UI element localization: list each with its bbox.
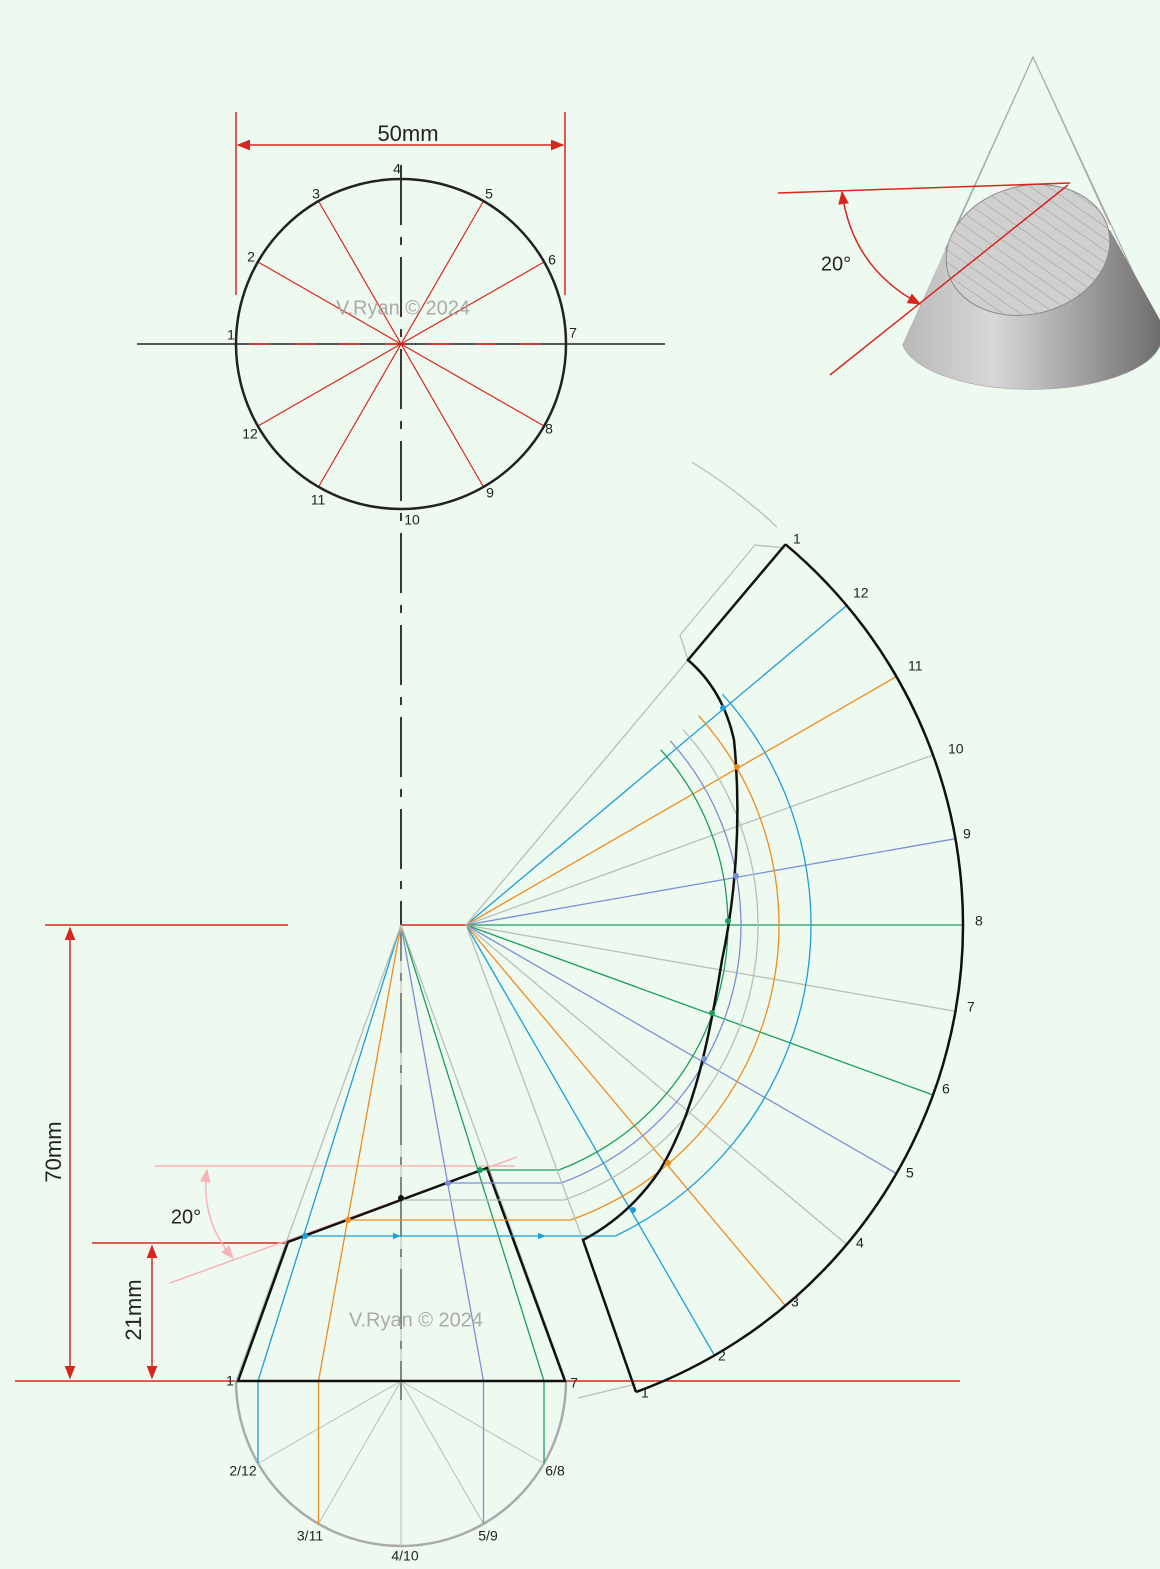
development-label: 1	[793, 531, 801, 547]
intersection-dot	[345, 1217, 351, 1223]
development-label: 7	[967, 999, 975, 1015]
development-label: 12	[853, 585, 869, 601]
projection-arc	[305, 694, 811, 1236]
watermark: V.Ryan © 2024	[349, 1309, 483, 1331]
angle-label: 20°	[821, 253, 851, 275]
point-label: 2	[247, 249, 255, 265]
radial-line	[466, 925, 955, 1011]
construction-arc	[692, 462, 777, 527]
projection-arc	[448, 741, 741, 1183]
development-label: 9	[963, 826, 971, 842]
point-label: 5	[485, 186, 493, 202]
pictorial-cone	[778, 57, 1160, 389]
intersection-dot	[709, 1010, 715, 1016]
height-label: 70mm	[41, 1121, 66, 1182]
construction	[236, 462, 963, 1546]
development-label: 11	[908, 658, 923, 674]
radial-line	[466, 925, 896, 1174]
cut-height-label: 21mm	[121, 1279, 146, 1340]
radial-line	[466, 839, 955, 925]
watermark: V.Ryan © 2024	[336, 297, 470, 319]
point-label: 12	[242, 426, 258, 442]
intersection-dot	[725, 918, 731, 924]
projection-arc	[480, 750, 728, 1170]
construction-line	[466, 925, 583, 1240]
dimension-label: 50mm	[377, 121, 438, 146]
radial-line	[466, 925, 715, 1355]
point-label: 11	[311, 492, 326, 508]
radial-line	[466, 925, 847, 1244]
intersection-dot	[445, 1180, 451, 1186]
development-label: 10	[948, 741, 964, 757]
intersection-dot	[630, 1207, 636, 1213]
base-label: 7	[570, 1375, 578, 1391]
radial-line	[466, 677, 896, 926]
construction-line	[258, 1381, 401, 1464]
construction-arc	[578, 1384, 636, 1398]
point-label: 6	[548, 252, 556, 268]
intersection-dot	[302, 1233, 308, 1239]
radial-line	[466, 606, 847, 925]
point-label: 7	[569, 325, 577, 341]
point-label: 4	[393, 161, 401, 177]
development-label: 5	[906, 1165, 914, 1181]
development-label: 1	[641, 1385, 649, 1401]
dimensions	[15, 925, 960, 1381]
angle-label: 20°	[171, 1206, 201, 1228]
construction-line	[319, 1381, 402, 1524]
base-label: 5/9	[478, 1528, 498, 1544]
development-label: 6	[942, 1081, 950, 1097]
base-label: 1	[226, 1373, 234, 1389]
intersection-dot	[665, 1160, 671, 1166]
point-label: 8	[545, 421, 553, 437]
base-label: 2/12	[229, 1463, 256, 1479]
construction-line	[401, 1381, 544, 1464]
development-label: 4	[856, 1235, 864, 1251]
development-label: 8	[975, 913, 983, 929]
intersection-dot	[720, 705, 726, 711]
drawing: 50mm V.Ryan © 2024 1 2 3 4 5 6 7 8 9 10 …	[0, 0, 1160, 1569]
intersection-dot	[477, 1167, 483, 1173]
intersection-dot	[398, 1195, 404, 1201]
base-label: 3/11	[297, 1528, 323, 1544]
point-label: 9	[486, 485, 494, 501]
point-label: 1	[227, 327, 235, 343]
point-label: 10	[404, 512, 420, 528]
projection-arc	[348, 716, 779, 1220]
intersection-dot	[701, 1056, 707, 1062]
development-label: 3	[791, 1294, 799, 1310]
intersection-dot	[733, 873, 739, 879]
development-label: 2	[718, 1348, 726, 1364]
base-label: 6/8	[545, 1463, 565, 1479]
base-label: 4/10	[391, 1548, 418, 1564]
construction-line	[401, 1381, 484, 1524]
intersection-dot	[734, 764, 740, 770]
projection-arc	[400, 730, 758, 1200]
radial-line	[466, 925, 785, 1306]
point-label: 3	[312, 186, 320, 202]
